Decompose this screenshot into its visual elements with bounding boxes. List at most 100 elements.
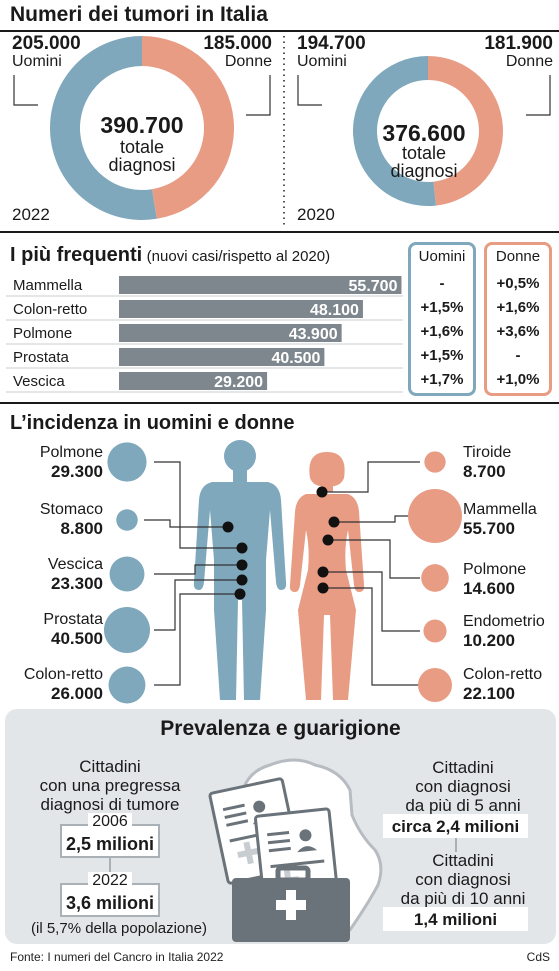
r1-line1: Cittadini	[432, 758, 494, 777]
uomini-change-value: +1,5%	[420, 299, 464, 316]
incidence-leader-line	[154, 461, 242, 549]
incidence-bubble-donne	[417, 667, 453, 703]
incidence-organ-name: Stomaco	[39, 501, 103, 518]
total-label-2020-line1: totale	[401, 143, 447, 163]
incidence-organ-name: Mammella	[463, 501, 537, 518]
incidence-label-uomini: Stomaco 8.800	[0, 500, 103, 538]
r1-line2: con diagnosi	[415, 777, 511, 796]
bar-value-label: 55.700	[349, 278, 398, 295]
incidence-organ-value: 23.300	[51, 574, 103, 593]
prevalence-left-line3: diagnosi di tumore	[40, 795, 180, 814]
total-label-2022-line2: diagnosi	[108, 155, 176, 175]
incidence-label-donne: Endometrio 10.200	[463, 612, 545, 650]
medical-case-icon	[232, 865, 350, 942]
uomini-label-2022: Uomini	[12, 53, 62, 70]
bar-category-label: Mammella	[13, 277, 83, 294]
source-footer: Fonte: I numeri del Cancro in Italia 202…	[10, 950, 224, 964]
donut-section	[13, 36, 551, 228]
donut-slice-donne	[428, 56, 503, 206]
donut-slice-uomini	[49, 36, 157, 221]
uomini-change-value: +1,6%	[420, 323, 464, 340]
donut-slice-donne	[142, 36, 234, 219]
incidence-label-donne: Mammella 55.700	[463, 500, 537, 538]
donut-slice-uomini	[352, 56, 436, 206]
total-label-2022-line1: totale	[119, 137, 165, 157]
bar-vescica	[119, 372, 268, 390]
frequent-heading: I più frequenti (nuovi casi/rispetto al …	[10, 244, 330, 267]
bar-value-label: 29.200	[214, 374, 263, 391]
value-2022: 3,6 milioni	[65, 893, 155, 913]
donne-change-value: +3,6%	[496, 323, 540, 340]
value-2006: 2,5 milioni	[65, 834, 155, 854]
donut-chart-2020	[352, 56, 503, 206]
incidence-organ-value: 26.000	[51, 684, 103, 703]
bar-value-label: 43.900	[289, 326, 338, 343]
uomini-change-value: -	[439, 275, 445, 292]
year-2022: 2022	[12, 205, 50, 224]
donne-value-2022: 185.000	[203, 33, 272, 54]
organ-dot	[236, 559, 248, 571]
incidence-label-donne: Colon-retto 22.100	[463, 665, 542, 703]
organ-dot	[317, 566, 329, 578]
incidence-bubble-uomini	[109, 556, 145, 592]
value-5-anni: circa 2,4 milioni	[391, 817, 520, 836]
donne-change-value: +1,0%	[496, 371, 540, 388]
frequent-title: I più frequenti	[10, 244, 143, 266]
bar-value-label: 40.500	[271, 350, 320, 367]
incidence-leader-line	[323, 571, 420, 632]
value-10-anni: 1,4 milioni	[413, 910, 498, 929]
incidence-organ-name: Endometrio	[463, 613, 545, 630]
bar-category-label: Vescica	[13, 373, 65, 390]
incidence-label-donne: Polmone 14.600	[463, 560, 526, 598]
total-value-2022: 390.700	[100, 112, 184, 138]
year-2022-prev: 2022	[88, 872, 132, 892]
incidence-organ-value: 8.700	[463, 462, 506, 481]
donne-value-2020: 181.900	[484, 33, 553, 54]
bar-category-label: Prostata	[13, 349, 70, 366]
uomini-value-2020: 194.700	[297, 33, 366, 54]
value-box-5-anni: circa 2,4 milioni	[383, 814, 528, 838]
incidence-leader-line	[322, 461, 420, 493]
uomini-change-value: +1,5%	[420, 347, 464, 364]
incidence-leader-line	[154, 579, 242, 631]
donne-label-2020: Donne	[505, 53, 553, 70]
uomini-value-2022: 205.000	[12, 33, 81, 54]
donut-chart-2022	[49, 36, 234, 221]
incidence-organ-value: 40.500	[51, 629, 103, 648]
incidence-organ-name: Polmone	[39, 444, 103, 461]
bar-prostata	[119, 348, 325, 366]
incidence-leader-line	[328, 539, 420, 579]
incidence-organ-name: Tiroide	[463, 444, 512, 461]
incidence-label-uomini: Colon-retto 26.000	[0, 665, 103, 703]
organ-dot	[322, 534, 334, 546]
title-divider	[0, 30, 559, 32]
incidence-figure	[103, 440, 462, 704]
donne-change-value: -	[515, 347, 521, 364]
page-title: Numeri dei tumori in Italia	[10, 3, 268, 26]
r2-line3: da più di 10 anni	[400, 889, 526, 908]
prevalence-left-line1: Cittadini	[79, 757, 141, 776]
uomini-label-2020: Uomini	[297, 53, 347, 70]
organ-dot	[317, 582, 329, 594]
incidence-bubble-uomini	[107, 442, 147, 482]
population-note: (il 5,7% della popolazione)	[31, 920, 207, 937]
total-label-2020-line2: diagnosi	[390, 161, 458, 181]
incidence-bubble-donne	[423, 619, 447, 643]
organ-dot	[236, 574, 248, 586]
incidence-bubble-uomini	[116, 509, 138, 531]
incidence-bubble-uomini	[103, 606, 151, 654]
incidence-organ-value: 55.700	[463, 519, 515, 538]
incidence-organ-value: 22.100	[463, 684, 515, 703]
connector-donne-2022	[246, 75, 271, 116]
incidence-organ-name: Colon-retto	[463, 666, 543, 683]
incidence-label-donne: Tiroide 8.700	[463, 443, 511, 481]
incidence-organ-name: Prostata	[43, 611, 103, 628]
bar-colon-retto	[119, 300, 363, 318]
incidence-leader-line	[323, 587, 420, 686]
donne-change-value: +0,5%	[496, 275, 540, 292]
connector-2006-2022	[109, 858, 111, 872]
incidence-organ-name: Polmone	[463, 561, 527, 578]
incidence-label-uomini: Vescica 23.300	[0, 555, 103, 593]
bar-polmone	[119, 324, 342, 342]
incidence-bubble-uomini	[108, 666, 146, 704]
